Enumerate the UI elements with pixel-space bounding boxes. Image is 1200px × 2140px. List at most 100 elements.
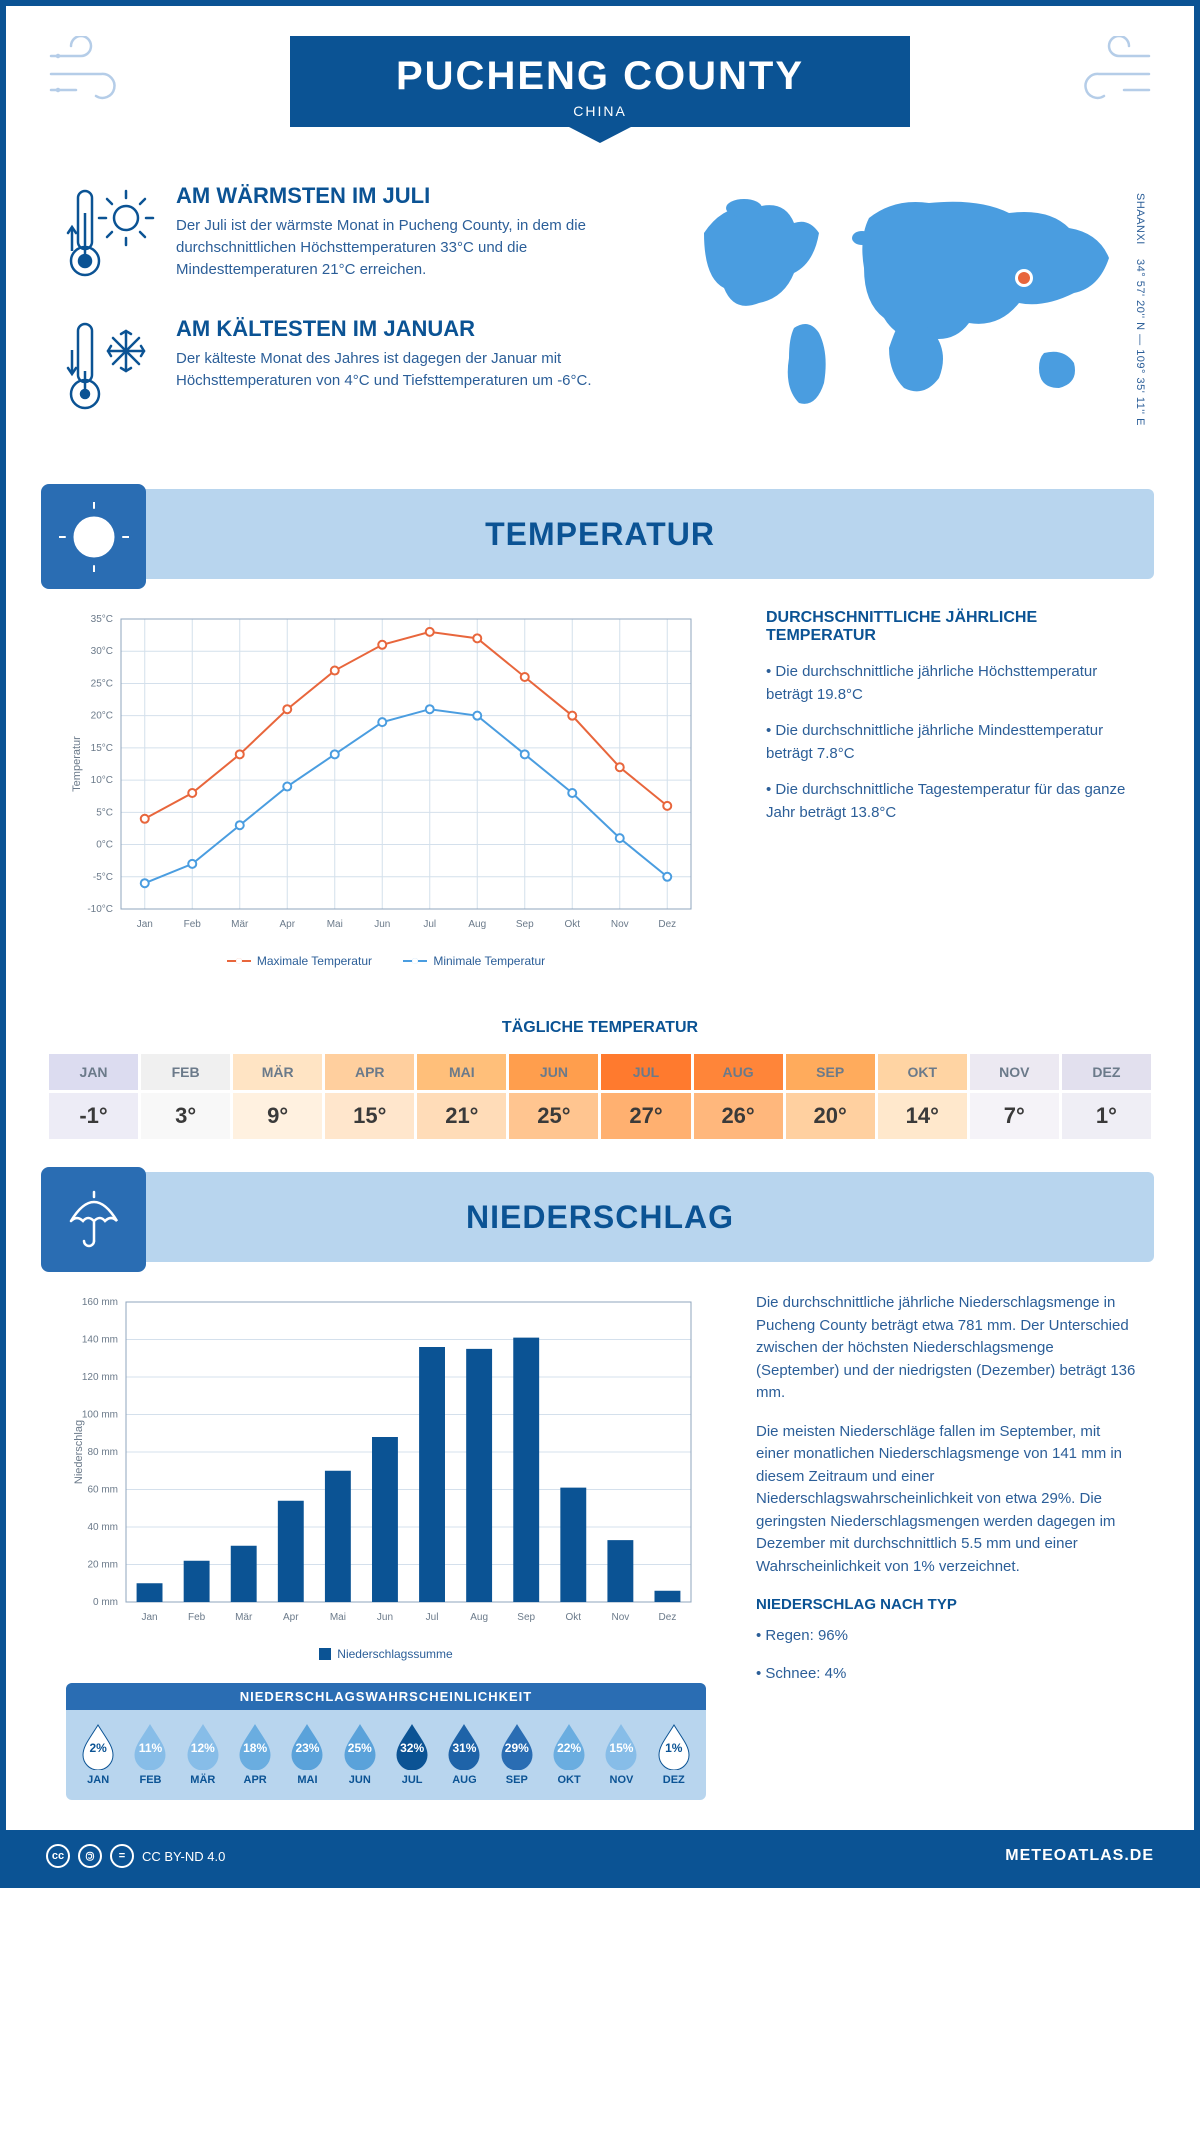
prob-cell: 22% OKT	[543, 1722, 595, 1786]
svg-text:Mai: Mai	[327, 919, 343, 930]
daily-month: FEB	[141, 1054, 230, 1090]
svg-text:Mär: Mär	[231, 919, 249, 930]
svg-text:Aug: Aug	[468, 919, 486, 930]
daily-month: APR	[325, 1054, 414, 1090]
drop-icon: 18%	[236, 1722, 274, 1770]
footer: cc 🄯 = CC BY-ND 4.0 METEOATLAS.DE	[6, 1830, 1194, 1882]
drop-icon: 15%	[602, 1722, 640, 1770]
precip-type-heading: NIEDERSCHLAG NACH TYP	[756, 1594, 1136, 1617]
svg-text:Apr: Apr	[283, 1612, 299, 1623]
svg-text:Okt: Okt	[566, 1612, 582, 1623]
precip-body: 0 mm20 mm40 mm60 mm80 mm100 mm120 mm140 …	[6, 1292, 1194, 1830]
wind-icon	[46, 36, 136, 111]
daily-value: -1°	[49, 1093, 138, 1139]
daily-month: OKT	[878, 1054, 967, 1090]
svg-text:Jan: Jan	[141, 1612, 157, 1623]
prob-cell: 31% AUG	[438, 1722, 490, 1786]
svg-text:35°C: 35°C	[91, 614, 113, 625]
temperature-banner: TEMPERATUR	[46, 489, 1154, 579]
temperature-chart: -10°C-5°C0°C5°C10°C15°C20°C25°C30°C35°CJ…	[66, 609, 706, 969]
svg-text:160 mm: 160 mm	[82, 1297, 118, 1308]
svg-text:15°C: 15°C	[91, 743, 113, 754]
section-title: NIEDERSCHLAG	[466, 1199, 734, 1236]
svg-text:30°C: 30°C	[91, 646, 113, 657]
svg-text:Feb: Feb	[188, 1612, 206, 1623]
drop-icon: 23%	[288, 1722, 326, 1770]
daily-value: 3°	[141, 1093, 230, 1139]
intro-section: AM WÄRMSTEN IM JULI Der Juli ist der wär…	[6, 163, 1194, 479]
svg-text:Feb: Feb	[184, 919, 202, 930]
svg-text:60 mm: 60 mm	[87, 1485, 118, 1496]
prob-cell: 29% SEP	[491, 1722, 543, 1786]
page: PUCHENG COUNTY CHINA AM WÄRMSTEN IM JULI…	[0, 0, 1200, 1888]
svg-text:Nov: Nov	[611, 919, 629, 930]
daily-value: 20°	[786, 1093, 875, 1139]
license-text: CC BY-ND 4.0	[142, 1849, 225, 1864]
svg-text:Mär: Mär	[235, 1612, 253, 1623]
drop-icon: 12%	[184, 1722, 222, 1770]
prob-cell: 18% APR	[229, 1722, 281, 1786]
daily-month: MAI	[417, 1054, 506, 1090]
svg-text:Dez: Dez	[659, 1612, 677, 1623]
brand: METEOATLAS.DE	[1005, 1847, 1154, 1865]
prob-cell: 1% DEZ	[648, 1722, 700, 1786]
daily-month: JUN	[509, 1054, 598, 1090]
svg-text:0 mm: 0 mm	[93, 1597, 118, 1608]
svg-text:20 mm: 20 mm	[87, 1560, 118, 1571]
svg-text:0°C: 0°C	[96, 840, 113, 851]
sun-icon	[41, 484, 146, 589]
drop-icon: 29%	[498, 1722, 536, 1770]
drop-icon: 25%	[341, 1722, 379, 1770]
svg-text:Jul: Jul	[423, 919, 436, 930]
daily-month: JAN	[49, 1054, 138, 1090]
warmest-title: AM WÄRMSTEN IM JULI	[176, 183, 624, 209]
page-subtitle: CHINA	[330, 103, 870, 119]
license-block: cc 🄯 = CC BY-ND 4.0	[46, 1844, 225, 1868]
world-map-icon	[674, 183, 1134, 423]
prob-cell: 11% FEB	[124, 1722, 176, 1786]
precip-type-bullet: • Regen: 96%	[756, 1625, 1136, 1648]
svg-text:25°C: 25°C	[91, 678, 113, 689]
svg-text:Mai: Mai	[330, 1612, 346, 1623]
precip-left-col: 0 mm20 mm40 mm60 mm80 mm100 mm120 mm140 …	[66, 1292, 706, 1800]
precip-banner: NIEDERSCHLAG	[46, 1172, 1154, 1262]
svg-text:40 mm: 40 mm	[87, 1522, 118, 1533]
daily-value: 26°	[694, 1093, 783, 1139]
section-title: TEMPERATUR	[485, 516, 715, 553]
daily-value: 1°	[1062, 1093, 1151, 1139]
svg-text:Temperatur: Temperatur	[71, 736, 83, 792]
temperature-info: DURCHSCHNITTLICHE JÄHRLICHE TEMPERATUR •…	[766, 609, 1146, 969]
daily-value: 7°	[970, 1093, 1059, 1139]
prob-cell: 12% MÄR	[177, 1722, 229, 1786]
daily-month: JUL	[601, 1054, 690, 1090]
prob-cell: 15% NOV	[595, 1722, 647, 1786]
precip-legend: Niederschlagssumme	[66, 1647, 706, 1663]
svg-text:Aug: Aug	[470, 1612, 488, 1623]
svg-text:Jul: Jul	[426, 1612, 439, 1623]
probability-box: NIEDERSCHLAGSWAHRSCHEINLICHKEIT 2% JAN 1…	[66, 1683, 706, 1800]
warmest-text: Der Juli ist der wärmste Monat in Puchen…	[176, 215, 624, 280]
svg-text:Okt: Okt	[564, 919, 580, 930]
svg-text:100 mm: 100 mm	[82, 1410, 118, 1421]
precip-p2: Die meisten Niederschläge fallen im Sept…	[756, 1421, 1136, 1579]
precip-type-bullet: • Schnee: 4%	[756, 1663, 1136, 1686]
thermometer-sun-icon	[66, 183, 156, 288]
thermometer-snow-icon	[66, 316, 156, 421]
daily-month: MÄR	[233, 1054, 322, 1090]
coldest-block: AM KÄLTESTEN IM JANUAR Der kälteste Mona…	[66, 316, 624, 421]
daily-temp-title: TÄGLICHE TEMPERATUR	[6, 1019, 1194, 1037]
temp-bullet: • Die durchschnittliche jährliche Höchst…	[766, 661, 1146, 706]
prob-cell: 23% MAI	[281, 1722, 333, 1786]
svg-text:Sep: Sep	[516, 919, 534, 930]
temp-bullet: • Die durchschnittliche jährliche Mindes…	[766, 720, 1146, 765]
nd-icon: =	[110, 1844, 134, 1868]
precip-chart: 0 mm20 mm40 mm60 mm80 mm100 mm120 mm140 …	[66, 1292, 706, 1632]
precip-p1: Die durchschnittliche jährliche Niedersc…	[756, 1292, 1136, 1405]
warmest-block: AM WÄRMSTEN IM JULI Der Juli ist der wär…	[66, 183, 624, 288]
drop-icon: 31%	[445, 1722, 483, 1770]
drop-icon: 22%	[550, 1722, 588, 1770]
svg-text:Nov: Nov	[611, 1612, 629, 1623]
daily-month: SEP	[786, 1054, 875, 1090]
prob-cell: 2% JAN	[72, 1722, 124, 1786]
coordinates: SHAANXI 34° 57' 20'' N — 109° 35' 11'' E	[1134, 193, 1146, 426]
